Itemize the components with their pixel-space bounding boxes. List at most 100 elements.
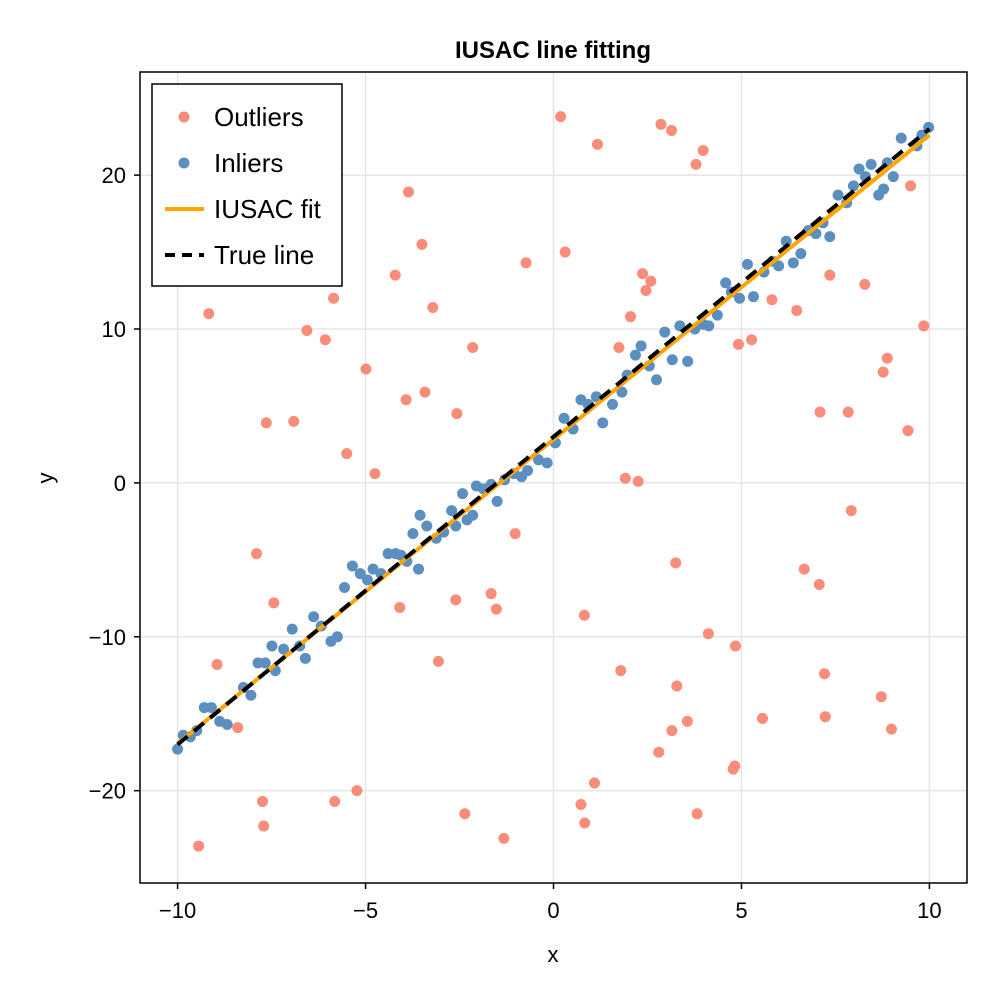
legend-label: True line [214,240,314,270]
inliers-point [457,488,469,500]
outliers-point [394,602,406,614]
outliers-point [591,138,603,150]
outliers-point [824,269,836,281]
inliers-point [741,258,753,270]
outliers-point [301,325,313,337]
series-true_line [176,127,931,747]
outliers-point [814,406,826,418]
outliers-point [490,603,502,615]
outliers-point [690,158,702,170]
outliers-point [578,609,590,621]
y-tick-label: 20 [102,163,126,188]
inliers-point [590,391,602,403]
inliers-point [421,520,433,532]
outliers-point [427,301,439,313]
y-tick-label: −20 [89,779,126,804]
outliers-point [637,268,649,280]
inliers-point [878,183,890,195]
inliers-point [659,326,671,338]
inliers-point [361,574,373,586]
outliers-point [681,715,693,727]
inliers-point [308,611,320,623]
inliers-point [558,412,570,424]
outliers-point [450,594,462,606]
inliers-point [616,386,628,398]
inliers-point [278,643,290,655]
outliers-point [671,680,683,692]
inliers-point [720,277,732,289]
inliers-point [853,163,865,175]
inliers-point [711,309,723,321]
outliers-point [432,655,444,667]
outliers-point [918,320,930,332]
outliers-point [575,799,587,811]
outliers-point [467,341,479,353]
inliers-point [346,560,358,572]
y-tick-label: −10 [89,625,126,650]
plot-series [172,111,935,852]
outliers-point [203,308,215,320]
inliers-point [532,454,544,466]
inliers-point [354,568,366,580]
inliers-point [205,702,217,714]
outliers-point [653,746,665,758]
outliers-point [791,305,803,317]
inliers-point [824,231,836,243]
outliers-point [877,366,889,378]
outliers-point [619,472,631,484]
outliers-point [579,817,591,829]
legend: Outliers Inliers IUSAC fit True line [151,83,343,287]
inliers-point [172,743,184,755]
outliers-point [211,658,223,670]
fit-line [176,133,931,746]
inliers-point [650,374,662,386]
outliers-point [842,406,854,418]
inliers-point [666,354,678,366]
inliers-point [413,563,425,575]
outliers-point [645,275,657,287]
inliers-point [780,235,792,247]
outliers-point [555,111,567,123]
outliers-point [902,425,914,437]
legend-label: Outliers [214,102,304,132]
inliers-point [245,689,257,701]
outliers-point [670,557,682,569]
inliers-point [635,340,647,352]
outliers-point [520,257,532,269]
outliers-point [419,386,431,398]
legend-item-true_line: True line [165,240,314,270]
x-tick-label: 10 [917,898,941,923]
inliers-point [414,509,426,521]
outliers-point [655,118,667,130]
true_line-line [176,127,931,747]
chart-title: IUSAC line fitting [455,37,651,64]
inliers-point [629,349,641,361]
x-tick-label: −10 [159,898,196,923]
legend-label: IUSAC fit [214,194,322,224]
outliers-point [451,408,463,420]
outliers-point [559,246,571,258]
outliers-point [625,311,637,323]
outliers-point [875,691,887,703]
outliers-point [416,238,428,250]
grid-lines [140,72,967,883]
outliers-point [757,712,769,724]
inliers-point [446,505,458,517]
outliers-point [640,285,652,297]
inliers-point [259,657,271,669]
legend-marker [178,111,190,123]
inliers-point [597,417,609,429]
inliers-point [607,398,619,410]
outliers-point [351,785,363,797]
outliers-point [260,417,272,429]
inliers-point [299,652,311,664]
inliers-point [865,158,877,170]
outliers-point [509,528,521,540]
legend-item-inliers: Inliers [178,148,283,178]
outliers-point [258,820,270,832]
outliers-point [485,588,497,600]
legend-item-fit: IUSAC fit [165,194,322,224]
outliers-point [588,777,600,789]
legend-item-outliers: Outliers [178,102,304,132]
series-fit [176,133,931,746]
